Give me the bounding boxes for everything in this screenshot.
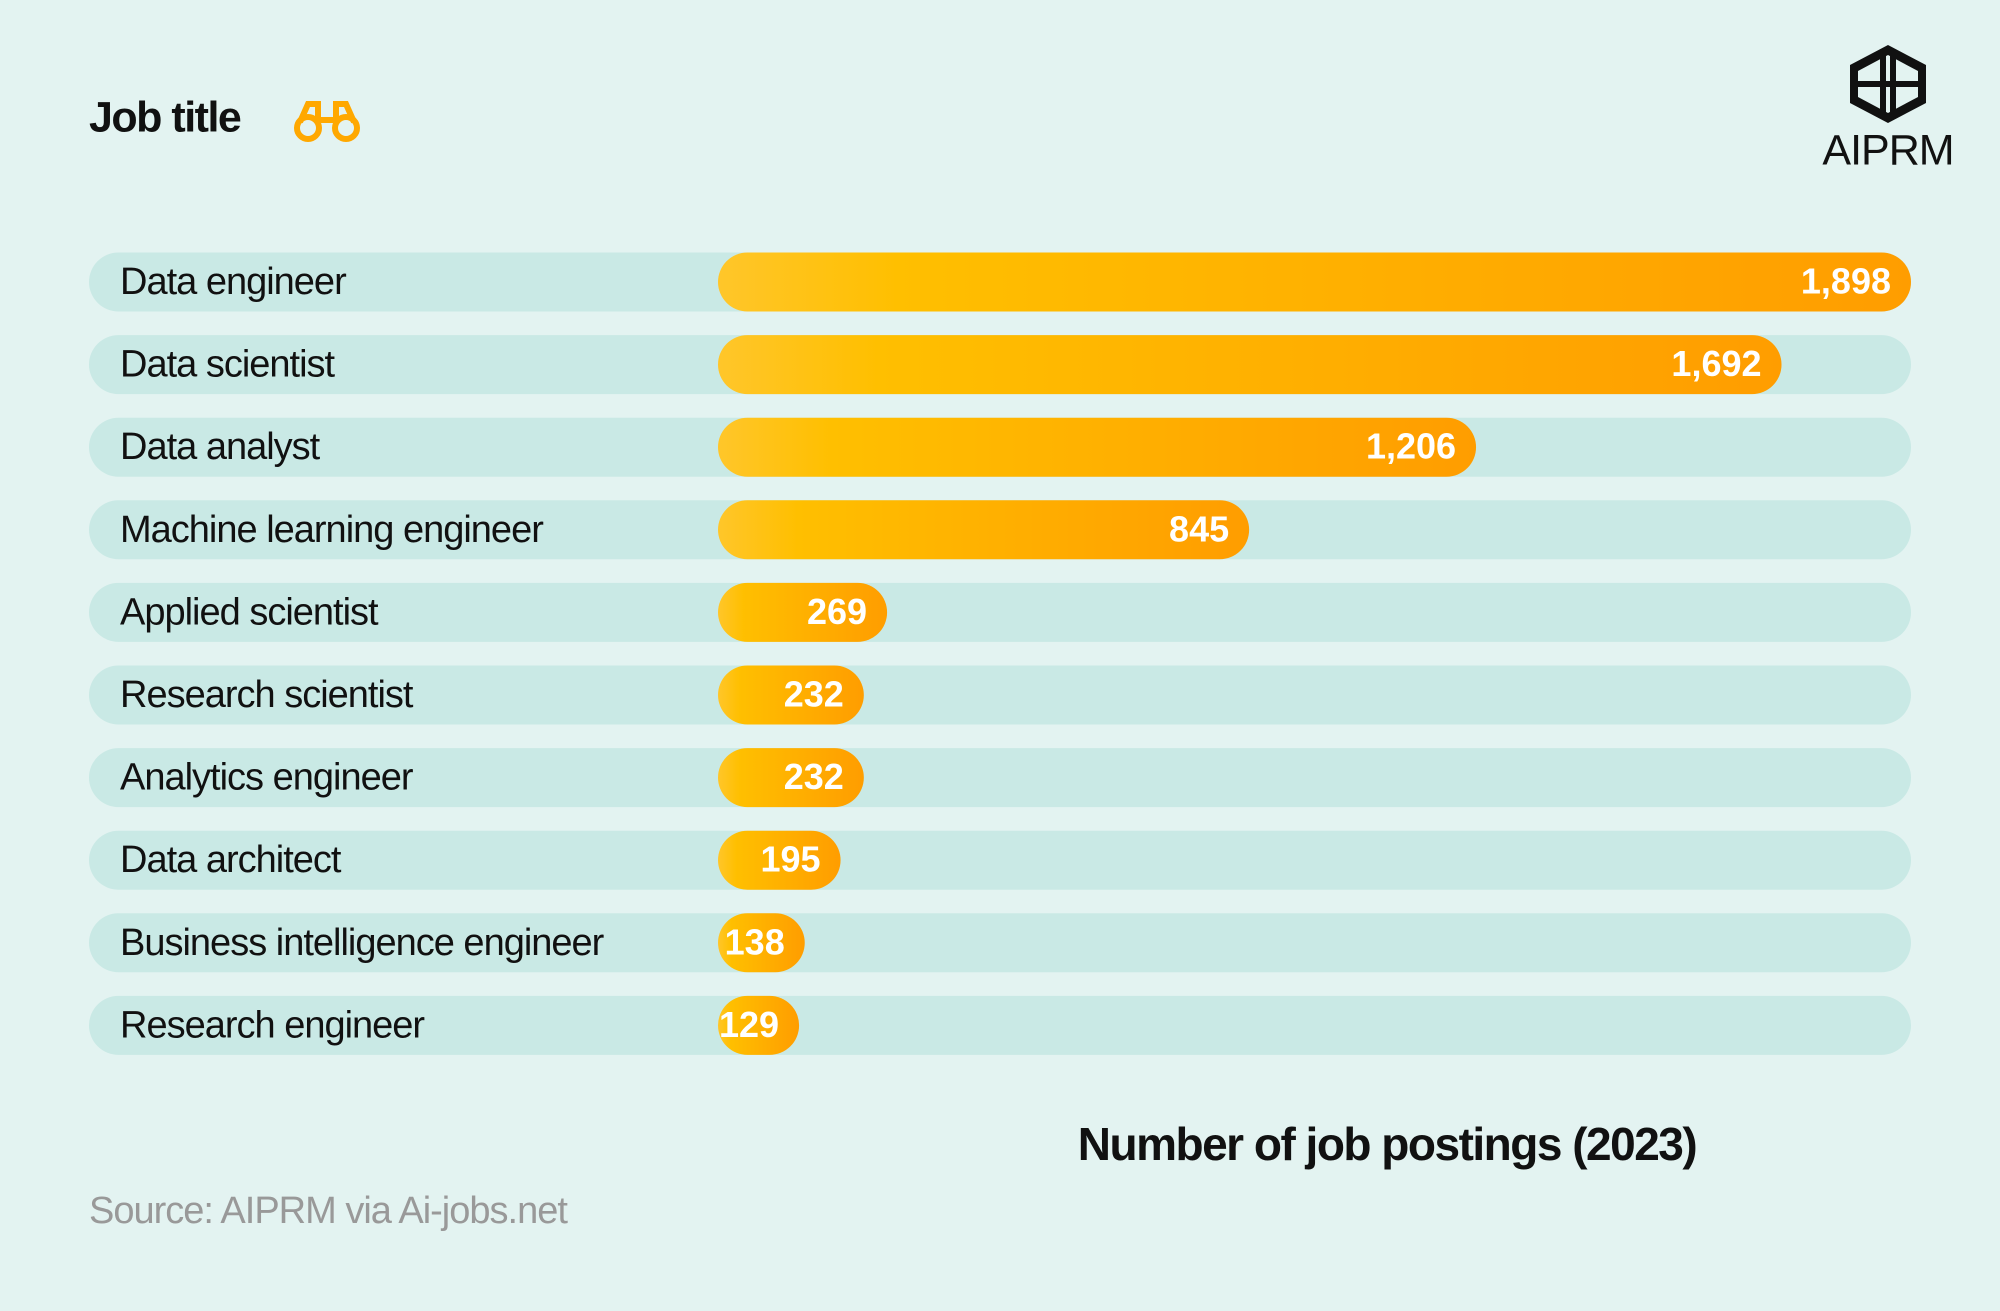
bar	[718, 335, 1782, 395]
bar	[718, 913, 805, 973]
x-axis-label: Number of job postings (2023)	[1078, 1118, 1697, 1170]
category-label: Business intelligence engineer	[120, 922, 605, 964]
value-label: 232	[784, 756, 844, 797]
bar	[718, 665, 864, 725]
bar	[718, 995, 800, 1055]
bar-track	[89, 748, 1911, 808]
bar	[718, 582, 888, 642]
chart-title: Job title	[89, 93, 241, 141]
bar-track	[89, 830, 1911, 890]
logo-mark	[1850, 45, 1926, 123]
category-label: Applied scientist	[120, 591, 379, 633]
value-label: 232	[784, 674, 844, 715]
source-note: Source: AIPRM via Ai-jobs.net	[89, 1190, 568, 1232]
category-label: Data scientist	[120, 344, 336, 386]
value-label: 845	[1169, 508, 1229, 549]
bar-track	[89, 913, 1911, 973]
bar	[718, 500, 1250, 560]
value-label: 1,692	[1671, 343, 1761, 384]
category-label: Research scientist	[120, 674, 414, 716]
category-label: Data analyst	[120, 426, 321, 468]
value-label: 1,206	[1366, 426, 1456, 467]
category-label: Data engineer	[120, 261, 347, 303]
bar-track	[89, 665, 1911, 725]
bar	[718, 417, 1477, 477]
value-label: 1,898	[1801, 261, 1891, 302]
bar	[718, 748, 864, 808]
category-label: Research engineer	[120, 1004, 425, 1046]
value-label: 129	[719, 1004, 779, 1045]
value-label: 195	[760, 839, 820, 880]
bar-track	[89, 995, 1911, 1055]
binoculars-icon	[294, 101, 360, 142]
value-label: 138	[725, 921, 785, 962]
category-label: Data architect	[120, 839, 342, 881]
bar	[718, 252, 1911, 312]
category-label: Machine learning engineer	[120, 509, 544, 551]
value-label: 269	[807, 591, 867, 632]
category-label: Analytics engineer	[120, 757, 414, 799]
bar-track	[89, 582, 1911, 642]
logo-text: AIPRM	[1822, 126, 1953, 174]
bar	[718, 830, 841, 890]
